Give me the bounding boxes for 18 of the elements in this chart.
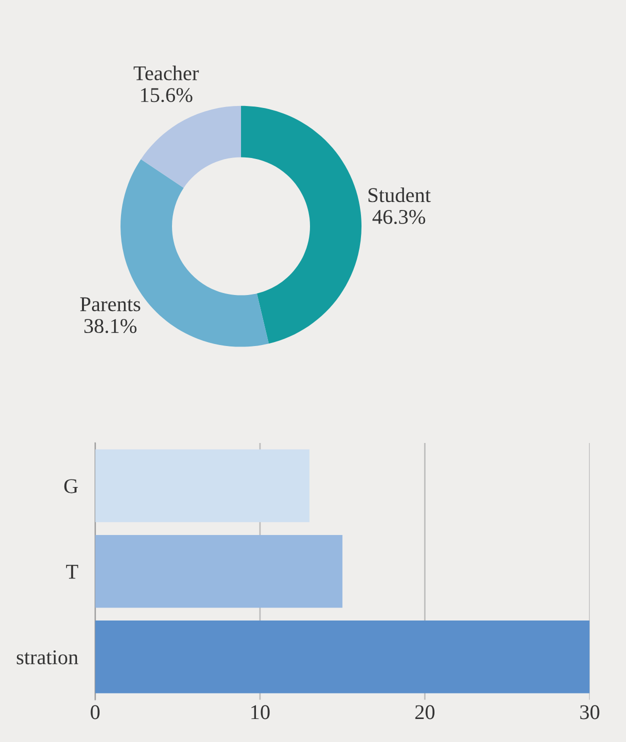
x-tick-label: 10 <box>251 705 270 720</box>
slice-label: Teacher <box>134 66 199 80</box>
bar <box>95 534 342 608</box>
y-tick-label: T <box>66 564 78 579</box>
data-label: 15.6% <box>141 88 192 102</box>
data-label: 46.3% <box>372 210 426 224</box>
slice-label: Student <box>368 188 431 202</box>
donut-slice <box>140 106 242 188</box>
donut-slice <box>241 106 362 344</box>
x-tick-label: 20 <box>415 705 434 720</box>
x-tick-label: 0 <box>90 705 100 720</box>
bar <box>95 449 310 522</box>
data-label: 38.1% <box>84 318 137 334</box>
y-tick-label: stration <box>16 650 78 664</box>
x-tick-label: 30 <box>580 705 600 720</box>
y-tick-label: G <box>64 479 78 494</box>
bar <box>95 620 590 694</box>
slice-label: Parents <box>80 297 140 312</box>
